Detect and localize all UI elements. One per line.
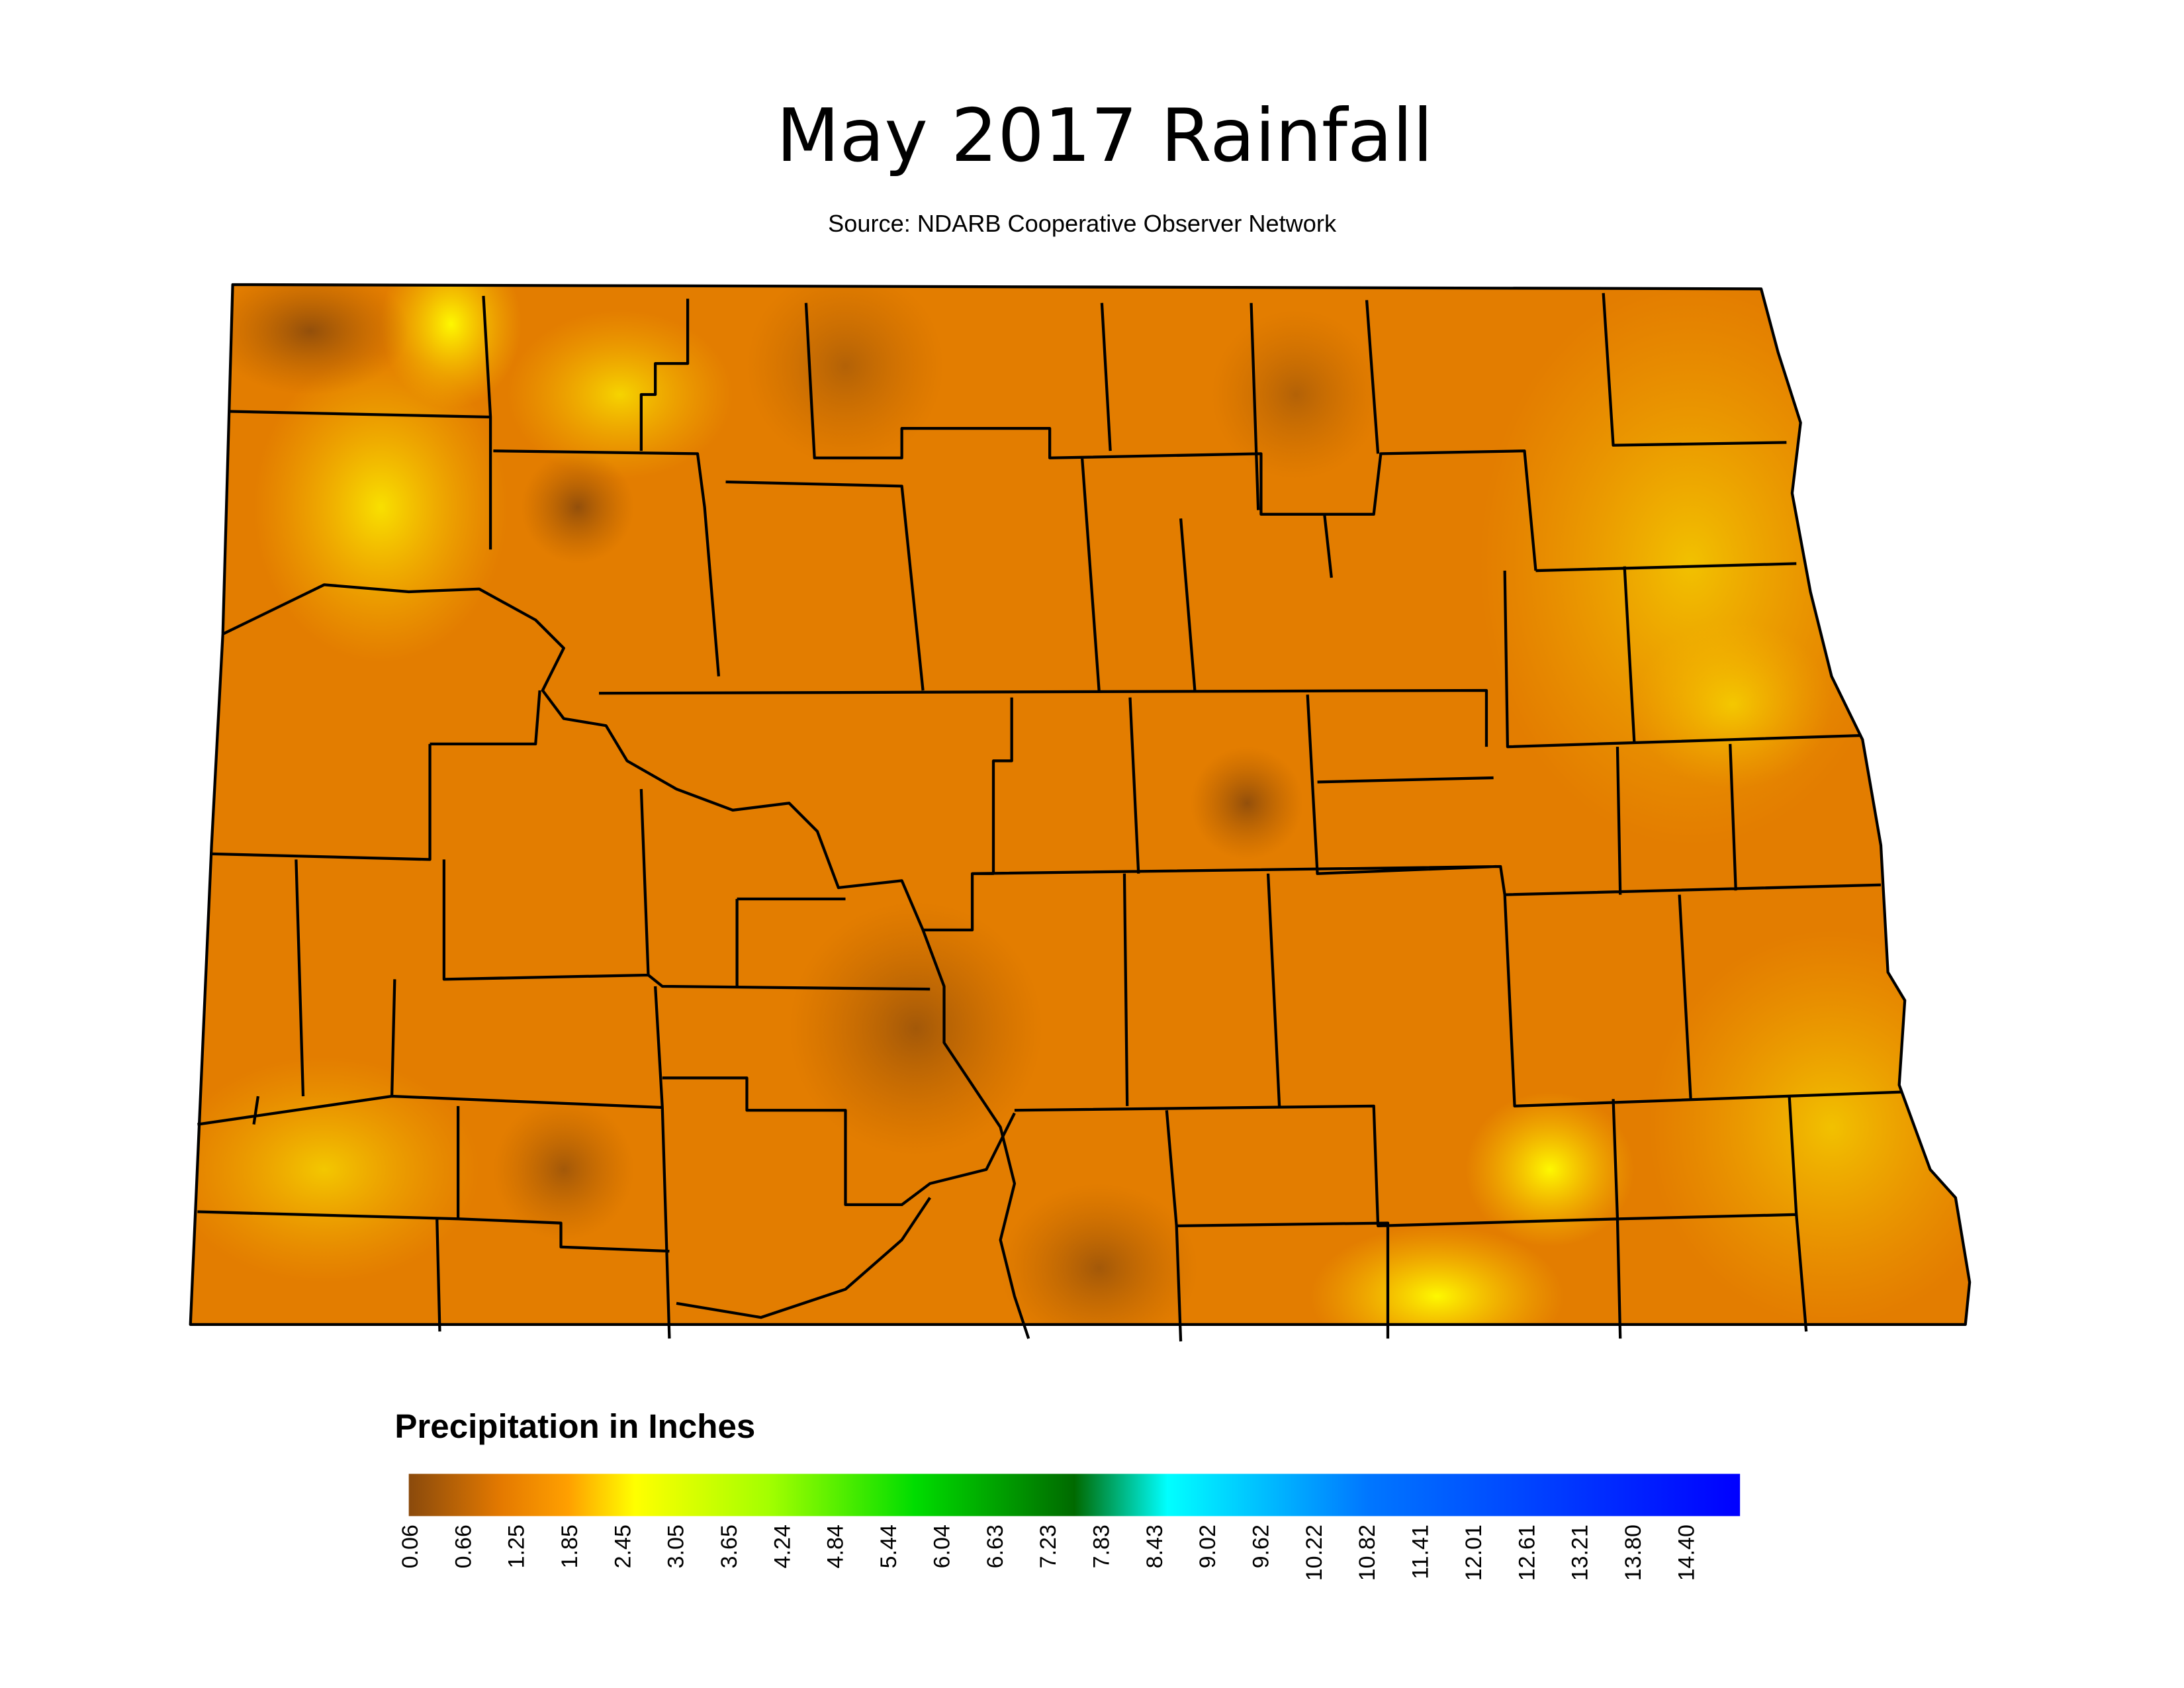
legend-title: Precipitation in Inches [394, 1407, 755, 1445]
legend-label: 14.40 [1674, 1524, 1699, 1581]
legend-labels: 0.06 0.66 1.25 1.85 2.45 3.05 3.65 4.24 4.84 5.44… [398, 1524, 1699, 1581]
legend-label: 0.06 [398, 1524, 423, 1568]
legend-label: 4.24 [770, 1524, 795, 1568]
legend-label: 6.63 [983, 1524, 1008, 1568]
legend-label: 4.84 [823, 1524, 848, 1568]
legend-label: 11.41 [1408, 1524, 1433, 1579]
legend-label: 6.04 [929, 1524, 954, 1568]
legend-label: 3.65 [717, 1524, 742, 1568]
legend-label: 13.21 [1568, 1524, 1593, 1581]
legend-label: 7.83 [1089, 1524, 1114, 1568]
color-scale [408, 1474, 1741, 1517]
legend-label: 13.80 [1621, 1524, 1646, 1581]
legend-label: 10.22 [1302, 1524, 1327, 1581]
legend-label: 7.23 [1036, 1524, 1061, 1568]
legend-label: 0.66 [451, 1524, 476, 1568]
legend-label: 1.25 [504, 1524, 529, 1568]
legend-label: 12.01 [1461, 1524, 1486, 1581]
map-source: Source: NDARB Cooperative Observer Netwo… [828, 210, 1337, 237]
legend-label: 3.05 [664, 1524, 689, 1568]
map-title: May 2017 Rainfall [776, 93, 1433, 179]
legend-label: 2.45 [610, 1524, 635, 1568]
legend-label: 12.61 [1514, 1524, 1539, 1581]
rainfall-surface [190, 284, 1970, 1325]
legend-label: 9.62 [1249, 1524, 1274, 1568]
legend-label: 10.82 [1355, 1524, 1380, 1581]
legend-label: 1.85 [557, 1524, 582, 1568]
county-boundaries [191, 285, 1970, 1342]
legend-label: 8.43 [1142, 1524, 1167, 1568]
legend-label: 5.44 [876, 1524, 901, 1568]
legend-label: 9.02 [1195, 1524, 1220, 1568]
